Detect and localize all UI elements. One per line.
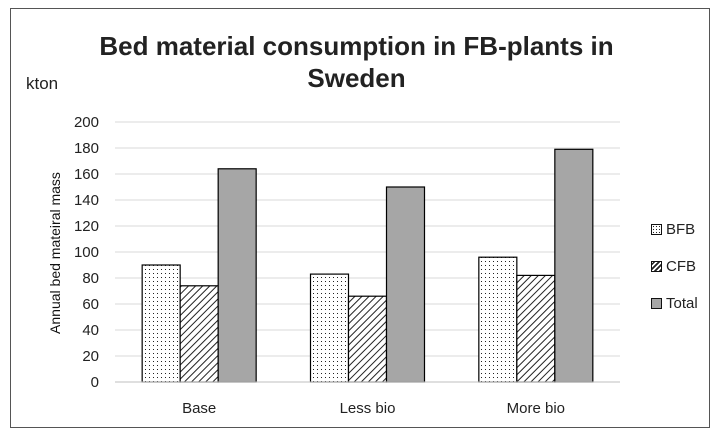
legend-swatch (651, 224, 662, 235)
legend-item-total: Total (651, 294, 698, 313)
chart-title: Bed material consumption in FB-plants in… (0, 30, 713, 94)
bar-cfb-base (179, 285, 219, 383)
y-tick-label: 100 (74, 244, 99, 261)
y-tick-label: 40 (82, 322, 99, 339)
y-tick-label: 120 (74, 218, 99, 235)
legend-swatch (651, 298, 662, 309)
legend: BFB CFB Total (651, 220, 698, 331)
x-tick-label: More bio (507, 400, 565, 417)
chart-title-line-1: Bed material consumption in FB-plants in (99, 31, 614, 61)
y-tick-label: 20 (82, 348, 99, 365)
bar-cfb-more-bio (516, 274, 556, 383)
legend-label: Total (666, 295, 698, 312)
bar-total-base (217, 168, 257, 383)
bar-total-less-bio (385, 186, 426, 383)
legend-label: CFB (666, 258, 696, 275)
bar-total-more-bio (554, 148, 594, 383)
bar-bfb-base (141, 264, 181, 383)
x-tick-label: Less bio (340, 400, 396, 417)
y-tick-label: 140 (74, 192, 99, 209)
y-tick-label: 60 (82, 296, 99, 313)
legend-swatch (651, 261, 662, 272)
y-tick-label: 0 (91, 374, 99, 391)
y-tick-label: 80 (82, 270, 99, 287)
bar-bfb-more-bio (478, 256, 518, 383)
chart-title-line-2: Sweden (307, 63, 406, 93)
bar-cfb-less-bio (347, 295, 388, 383)
bar-bfb-less-bio (309, 273, 350, 383)
x-tick-label: Base (182, 400, 216, 417)
legend-label: BFB (666, 221, 696, 238)
y-tick-label: 160 (74, 166, 99, 183)
y-unit-label: kton (26, 74, 59, 93)
y-tick-label: 200 (74, 114, 99, 131)
legend-item-bfb: BFB (651, 220, 698, 239)
y-tick-label: 180 (74, 140, 99, 157)
legend-item-cfb: CFB (651, 257, 698, 276)
